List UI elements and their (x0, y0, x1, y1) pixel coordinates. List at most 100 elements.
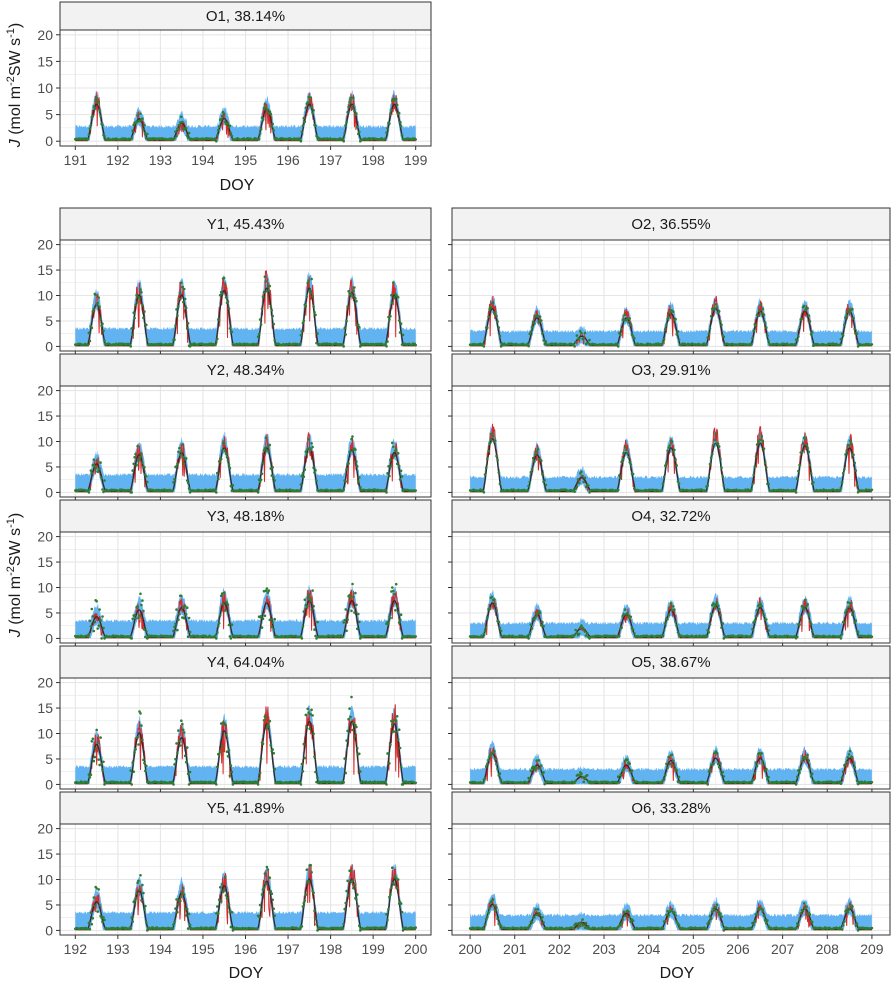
observed-point (798, 771, 801, 775)
observed-point (677, 338, 681, 341)
observed-point (754, 324, 758, 327)
observed-point (99, 317, 102, 320)
observed-point (838, 780, 842, 783)
observed-point (798, 917, 801, 921)
observed-point (801, 909, 805, 913)
observed-point (92, 896, 96, 899)
observed-point (538, 611, 542, 614)
observed-point (359, 637, 362, 640)
observed-point (845, 760, 848, 764)
observed-point (222, 276, 226, 280)
observed-point (181, 120, 184, 124)
observed-point (171, 926, 174, 930)
observed-point (175, 135, 178, 138)
observed-point (257, 137, 261, 141)
model-envelope (75, 862, 416, 931)
observed-point (543, 342, 546, 346)
observed-point (304, 450, 308, 454)
observed-point (262, 886, 266, 889)
observed-point (311, 295, 314, 298)
observed-point (96, 470, 99, 474)
observed-point (527, 344, 530, 348)
observed-point (628, 916, 631, 919)
observed-point (341, 635, 345, 639)
observed-point (136, 881, 139, 885)
observed-point (267, 589, 271, 592)
observed-point (101, 920, 104, 924)
x-tick-label: 194 (149, 941, 173, 957)
observed-point (531, 456, 535, 460)
observed-point (676, 330, 680, 333)
observed-point (102, 329, 105, 333)
observed-point (534, 616, 537, 619)
observed-point (348, 593, 351, 597)
observed-point (752, 778, 755, 782)
observed-point (498, 626, 502, 630)
observed-point (721, 475, 724, 478)
observed-point (796, 339, 799, 342)
x-tick-label: 204 (637, 941, 661, 957)
observed-point (136, 114, 139, 117)
observed-point (185, 134, 189, 137)
observed-point (130, 783, 133, 786)
observed-point (273, 479, 277, 482)
observed-point (270, 309, 274, 312)
observed-point (309, 447, 313, 451)
observed-point (263, 102, 267, 106)
observed-point (797, 469, 800, 473)
observed-point (177, 729, 180, 732)
observed-point (481, 781, 485, 785)
observed-point (303, 120, 307, 124)
observed-point (705, 635, 708, 638)
observed-point (528, 480, 532, 484)
observed-point (676, 480, 680, 483)
observed-point (261, 462, 265, 465)
strip-label: O6, 33.28% (631, 800, 710, 817)
observed-point (807, 314, 811, 317)
x-tick-label: 198 (319, 941, 343, 957)
observed-point (258, 903, 262, 907)
observed-point (753, 919, 757, 923)
observed-point (717, 766, 721, 769)
observed-point (843, 920, 846, 923)
observed-point (541, 773, 544, 776)
observed-point (88, 339, 92, 343)
observed-point (256, 783, 260, 786)
observed-point (582, 480, 585, 484)
observed-point (216, 134, 219, 137)
observed-point (845, 608, 848, 612)
observed-point (271, 314, 275, 318)
observed-point (579, 330, 582, 333)
observed-point (271, 466, 275, 469)
observed-point (258, 132, 262, 135)
observed-point (393, 296, 396, 300)
observed-point (316, 332, 319, 335)
observed-point (308, 289, 312, 292)
observed-point (314, 770, 317, 774)
observed-point (844, 611, 847, 614)
observed-point (398, 618, 402, 621)
observed-point (135, 293, 138, 297)
strip-background (59, 1, 432, 31)
observed-point (385, 913, 388, 916)
observed-point (266, 591, 270, 594)
observed-point (141, 738, 144, 742)
observed-point (843, 323, 846, 327)
observed-point (619, 333, 622, 337)
observed-point (483, 338, 487, 341)
observed-point (231, 929, 235, 932)
observed-point (704, 489, 707, 493)
observed-point (102, 760, 105, 764)
observed-point (143, 466, 146, 469)
observed-point (223, 120, 227, 124)
observed-point (535, 450, 538, 453)
observed-point (572, 343, 575, 346)
observed-point (587, 341, 590, 345)
observed-point (358, 752, 361, 756)
observed-point (186, 322, 190, 325)
observed-point (839, 637, 843, 640)
observed-point (357, 323, 360, 327)
observed-point (796, 635, 799, 639)
observed-point (713, 307, 716, 310)
observed-point (384, 488, 387, 492)
